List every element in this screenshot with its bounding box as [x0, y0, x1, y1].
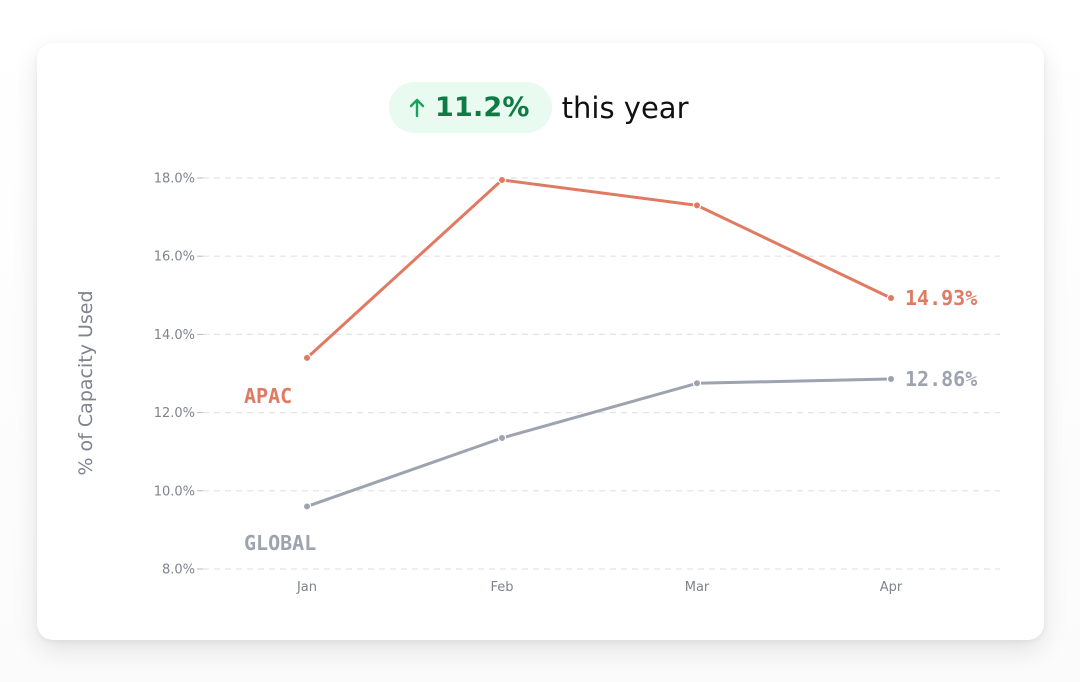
- y-tick-label: 18.0%: [154, 172, 195, 187]
- series-name-label: GLOBAL: [244, 531, 316, 555]
- series-end-label: 12.86%: [905, 367, 977, 391]
- y-tick-label: 12.0%: [154, 406, 195, 421]
- y-tick-label: 8.0%: [162, 563, 195, 578]
- change-pill: 11.2%: [389, 82, 552, 133]
- x-tick-label: Feb: [490, 580, 513, 595]
- x-tick-label: Mar: [685, 580, 710, 595]
- y-tick-label: 14.0%: [154, 328, 195, 343]
- data-point: [886, 374, 896, 384]
- x-tick-label: Jan: [296, 580, 317, 595]
- series-group: APAC 14.93% GLOBAL 12.86%: [244, 175, 977, 555]
- chart-card: [37, 43, 1044, 640]
- y-tick-label: 10.0%: [154, 484, 195, 499]
- series-end-label: 14.93%: [905, 286, 977, 310]
- y-tick-label: 16.0%: [154, 250, 195, 265]
- series-line: [305, 377, 893, 508]
- data-point: [886, 293, 896, 303]
- data-point: [302, 353, 312, 363]
- x-tick-label: Apr: [880, 580, 903, 595]
- data-point: [497, 433, 507, 443]
- series-name-label: APAC: [244, 384, 292, 408]
- data-point: [302, 502, 312, 511]
- series-global: GLOBAL 12.86%: [244, 367, 977, 555]
- change-value: 11.2%: [435, 92, 530, 123]
- series-apac: APAC 14.93%: [244, 175, 977, 408]
- data-point: [692, 379, 702, 388]
- y-axis-ticks: 8.0% 10.0% 12.0% 14.0% 16.0% 18.0%: [154, 172, 203, 578]
- x-axis-ticks: Jan Feb Mar Apr: [296, 580, 903, 595]
- arrow-up-icon: [409, 98, 425, 117]
- grid-lines: [203, 177, 1000, 570]
- headline: 11.2% this year: [389, 82, 689, 133]
- data-point: [692, 201, 702, 210]
- series-line: [305, 178, 893, 360]
- y-axis-label: % of Capacity Used: [75, 290, 97, 475]
- data-point: [497, 175, 507, 185]
- change-suffix: this year: [561, 90, 689, 125]
